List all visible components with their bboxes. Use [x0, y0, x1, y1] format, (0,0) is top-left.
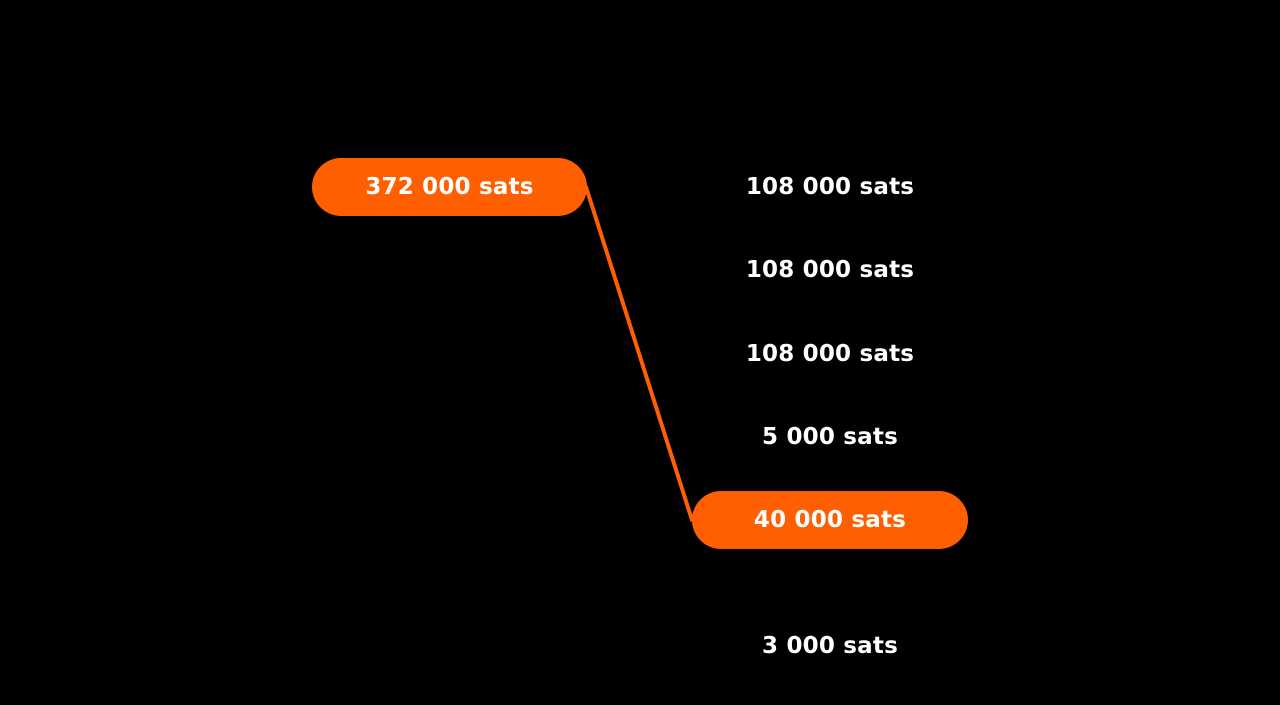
selected-output-label: 40 000 sats [753, 507, 907, 533]
output-3-label: 108 000 sats [745, 341, 915, 367]
output-6-label: 3 000 sats [762, 633, 898, 659]
output-4-label: 5 000 sats [762, 424, 898, 450]
input-pill: 372 000 sats [312, 158, 587, 216]
output-1-label: 108 000 sats [745, 174, 915, 200]
output-2-label: 108 000 sats [745, 257, 915, 283]
input-to-output-link [584, 185, 694, 522]
input-amount-label: 372 000 sats [365, 174, 534, 200]
selected-output-pill: 40 000 sats [692, 491, 968, 549]
